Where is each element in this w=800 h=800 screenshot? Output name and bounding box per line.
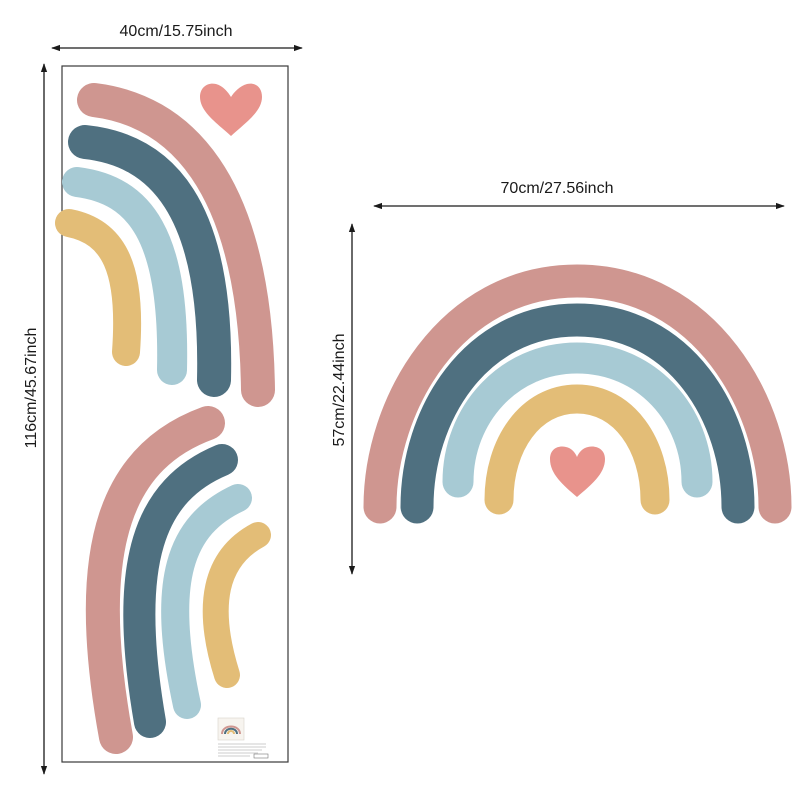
sheet-height-label: 116cm/45.67inch	[23, 328, 40, 449]
lower-pink-band	[85, 406, 225, 754]
rainbow-height-label: 57cm/22.44inch	[331, 334, 348, 447]
upper-pink-band	[77, 83, 275, 407]
sheet-height-dimension: 116cm/45.67inch	[23, 63, 48, 775]
lower-lightblue-band	[161, 484, 252, 719]
sheet-width-label: 40cm/15.75inch	[120, 23, 233, 40]
product-label-sticker	[217, 717, 269, 759]
rainbow-lightblue-band	[442, 342, 713, 498]
lower-rainbow-piece	[85, 406, 271, 754]
upper-navy-band	[68, 125, 232, 397]
heart-icon	[550, 446, 605, 497]
upper-rainbow-piece	[55, 83, 275, 407]
label-thumbnail-rainbow-icon	[221, 725, 241, 735]
sheet-width-dimension: 40cm/15.75inch	[51, 23, 303, 52]
label-barcode	[253, 753, 269, 759]
rainbow-navy-band	[400, 303, 755, 524]
lower-navy-band	[123, 444, 238, 738]
heart-icon	[200, 83, 262, 136]
upper-mustard-band	[55, 209, 142, 366]
rainbow-pink-band	[363, 264, 792, 524]
lower-mustard-band	[202, 522, 271, 688]
rainbow-width-label: 70cm/27.56inch	[501, 180, 614, 197]
rainbow-width-dimension: 70cm/27.56inch	[373, 180, 785, 210]
rainbow-height-dimension: 57cm/22.44inch	[331, 223, 356, 575]
label-fine-print	[218, 743, 266, 757]
upper-lightblue-band	[62, 167, 188, 385]
assembled-rainbow	[363, 264, 792, 524]
rainbow-mustard-band	[484, 384, 670, 515]
decal-sheet	[55, 65, 289, 763]
